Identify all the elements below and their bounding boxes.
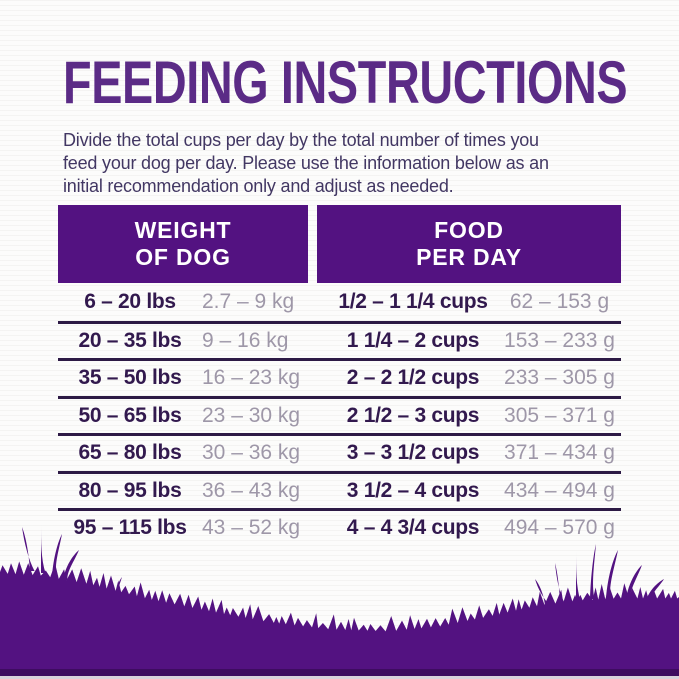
food-cups-cell: 2 – 2 1/2 cups xyxy=(346,366,480,390)
table-row: 35 – 50 lbs 16 – 23 kg 2 – 2 1/2 cups 23… xyxy=(58,358,621,396)
food-grams-cell: 434 – 494 g xyxy=(504,478,615,502)
weight-lbs-cell: 50 – 65 lbs xyxy=(78,403,182,427)
food-grams-cell: 305 – 371 g xyxy=(504,403,615,427)
weight-header-line-1: WEIGHT xyxy=(134,217,232,243)
weight-lbs-cell: 20 – 35 lbs xyxy=(78,328,182,352)
table-row: 6 – 20 lbs 2.7 – 9 kg 1/2 – 1 1/4 cups 6… xyxy=(58,283,621,321)
bottom-shade-strip xyxy=(0,669,679,676)
bottom-edge-line xyxy=(0,676,679,679)
weight-lbs-cell: 65 – 80 lbs xyxy=(78,441,182,465)
food-per-day-header: FOOD PER DAY xyxy=(317,205,621,283)
weight-kg-cell: 23 – 30 kg xyxy=(202,403,301,427)
food-cups-cell: 3 – 3 1/2 cups xyxy=(346,441,480,465)
food-grams-cell: 153 – 233 g xyxy=(504,328,615,352)
page-title: FEEDING INSTRUCTIONS xyxy=(63,49,628,116)
food-grams-cell: 371 – 434 g xyxy=(504,441,615,465)
table-row: 50 – 65 lbs 23 – 30 kg 2 1/2 – 3 cups 30… xyxy=(58,395,621,434)
food-grams-cell: 233 – 305 g xyxy=(504,366,615,390)
weight-kg-cell: 2.7 – 9 kg xyxy=(202,289,295,313)
food-header-line-2: PER DAY xyxy=(416,244,522,270)
weight-lbs-cell: 6 – 20 lbs xyxy=(84,289,176,313)
food-cups-cell: 1/2 – 1 1/4 cups xyxy=(338,289,488,313)
weight-kg-cell: 30 – 36 kg xyxy=(202,441,301,465)
table-row: 65 – 80 lbs 30 – 36 kg 3 – 3 1/2 cups 37… xyxy=(58,433,621,471)
intro-text: Divide the total cups per day by the tot… xyxy=(63,129,549,198)
weight-kg-cell: 16 – 23 kg xyxy=(202,366,301,390)
food-grams-cell: 494 – 570 g xyxy=(504,516,615,540)
food-cups-cell: 2 1/2 – 3 cups xyxy=(346,403,480,427)
weight-lbs-cell: 35 – 50 lbs xyxy=(78,366,182,390)
food-grams-cell: 62 – 153 g xyxy=(509,289,610,313)
table-row: 20 – 35 lbs 9 – 16 kg 1 1/4 – 2 cups 153… xyxy=(58,320,621,359)
food-cups-cell: 1 1/4 – 2 cups xyxy=(346,328,480,352)
intro-line-3: initial recommendation only and adjust a… xyxy=(63,176,454,196)
weight-kg-cell: 36 – 43 kg xyxy=(202,478,301,502)
food-header-line-1: FOOD xyxy=(434,217,504,243)
intro-line-2: feed your dog per day. Please use the in… xyxy=(63,153,549,173)
weight-lbs-cell: 95 – 115 lbs xyxy=(73,516,187,540)
grass-silhouette xyxy=(0,523,679,679)
food-cups-cell: 4 – 4 3/4 cups xyxy=(346,516,480,540)
feeding-table-body: 6 – 20 lbs 2.7 – 9 kg 1/2 – 1 1/4 cups 6… xyxy=(58,283,621,546)
weight-kg-cell: 9 – 16 kg xyxy=(202,328,289,352)
weight-of-dog-header: WEIGHT OF DOG xyxy=(58,205,308,283)
table-row: 80 – 95 lbs 36 – 43 kg 3 1/2 – 4 cups 43… xyxy=(58,470,621,509)
weight-header-line-2: OF DOG xyxy=(135,244,231,270)
weight-kg-cell: 43 – 52 kg xyxy=(202,516,301,540)
table-header: WEIGHT OF DOG FOOD PER DAY xyxy=(58,205,621,283)
table-row: 95 – 115 lbs 43 – 52 kg 4 – 4 3/4 cups 4… xyxy=(58,508,621,546)
food-cups-cell: 3 1/2 – 4 cups xyxy=(346,478,480,502)
intro-line-1: Divide the total cups per day by the tot… xyxy=(63,130,539,150)
weight-lbs-cell: 80 – 95 lbs xyxy=(78,478,182,502)
